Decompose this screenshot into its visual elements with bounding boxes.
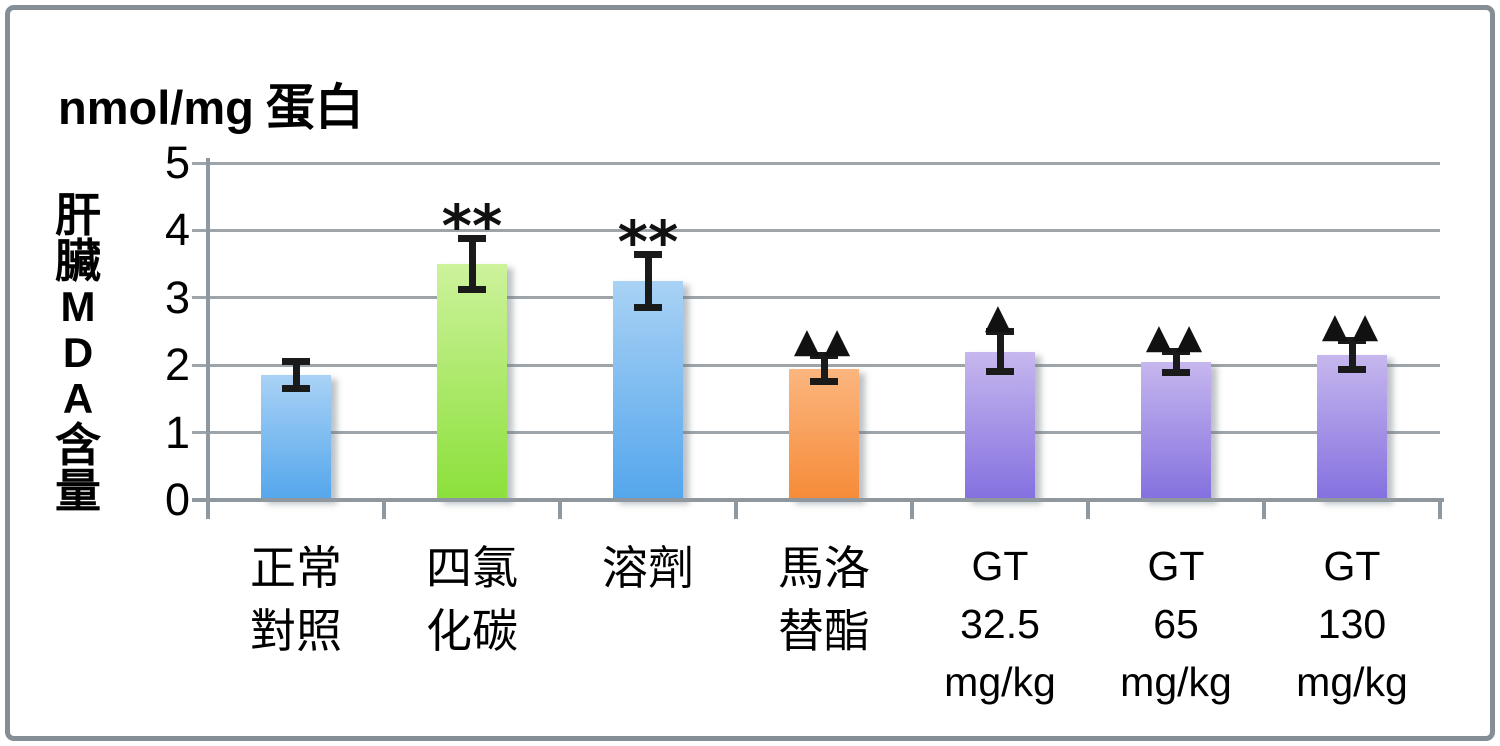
y-axis-title-char: D [62, 329, 94, 376]
error-bar-line [996, 328, 1004, 376]
chart-title-unit: nmol/mg [58, 81, 254, 134]
error-bar-cap-bottom [1162, 368, 1190, 376]
gridline [192, 228, 1440, 232]
category-label-line: mg/kg [1296, 659, 1408, 705]
error-bar-line [468, 235, 476, 294]
y-axis-title-char: M [60, 283, 96, 330]
significance-annotation: ** [617, 207, 679, 276]
y-tick-label: 4 [164, 204, 190, 256]
category-label-6: GT 65 mg/kg [1088, 537, 1264, 711]
error-bar-line [1348, 336, 1356, 374]
category-label-3: 溶劑 [560, 537, 736, 600]
error-bar-line [1172, 347, 1180, 376]
x-axis-tick [558, 500, 562, 519]
error-bar-cap-top [810, 351, 838, 359]
y-axis-line [206, 158, 210, 502]
y-tick-label: 2 [164, 339, 190, 391]
significance-annotation: ▲ [984, 297, 1016, 338]
error-bar-cap-bottom [634, 304, 662, 312]
significance-annotation: ** [441, 192, 503, 261]
category-label-line: 正常 [250, 541, 342, 595]
gridline [192, 296, 1440, 300]
category-label-7: GT 130 mg/kg [1264, 537, 1440, 711]
significance-annotation: ▲▲ [1145, 316, 1207, 357]
bar-7 [1317, 355, 1387, 500]
error-bar-cap-top [282, 358, 310, 366]
category-label-line: 化碳 [426, 604, 518, 658]
error-bar-cap-top [634, 250, 662, 258]
y-axis-title-char: 肝 [55, 188, 101, 242]
category-label-line: GT [971, 543, 1029, 589]
x-axis-tick [910, 500, 914, 519]
chart-title: nmol/mg 蛋白 [58, 68, 364, 139]
error-bar-cap-bottom [986, 368, 1014, 376]
error-bar-cap-top [986, 328, 1014, 336]
gridline [192, 363, 1440, 367]
category-label-line: 32.5 [960, 601, 1040, 647]
x-axis-tick [1438, 500, 1442, 519]
y-axis-title-char: 臟 [55, 234, 101, 288]
bar-6 [1141, 361, 1211, 500]
x-axis-tick [734, 500, 738, 519]
error-bar-line [644, 250, 652, 312]
error-bar-cap-bottom [282, 385, 310, 393]
bar-3 [613, 280, 683, 500]
category-label-line: GT [1323, 543, 1381, 589]
x-axis-tick [1086, 500, 1090, 519]
category-label-line: 四氯 [426, 541, 518, 595]
category-label-2: 四氯 化碳 [384, 537, 560, 663]
category-label-line: 替酯 [778, 604, 870, 658]
significance-annotation: ▲▲ [1321, 305, 1383, 346]
category-label-line: mg/kg [1120, 659, 1232, 705]
x-axis-tick [1262, 500, 1266, 519]
error-bar-line [292, 358, 300, 393]
error-bar-cap-top [1162, 347, 1190, 355]
y-axis-title-char: 含 [55, 418, 101, 472]
error-bar-cap-bottom [1338, 366, 1366, 374]
x-axis-line [192, 498, 1444, 502]
y-tick-label: 1 [164, 406, 190, 458]
category-label-1: 正常 對照 [208, 537, 384, 663]
category-label-line: GT [1147, 543, 1205, 589]
y-tick-label: 0 [164, 474, 190, 525]
y-tick-label: 5 [164, 137, 190, 188]
bar-4 [789, 368, 859, 500]
x-axis-tick [206, 500, 210, 519]
category-label-line: 65 [1153, 601, 1199, 647]
gridline [192, 161, 1440, 165]
error-bar-line [820, 351, 828, 386]
y-tick-label: 3 [164, 271, 190, 323]
significance-annotation: ▲▲ [793, 320, 855, 361]
category-label-4: 馬洛 替酯 [736, 537, 912, 663]
error-bar-cap-bottom [458, 286, 486, 294]
category-label-5: GT 32.5 mg/kg [912, 537, 1088, 711]
category-label-line: mg/kg [944, 659, 1056, 705]
error-bar-cap-top [1338, 336, 1366, 344]
y-axis-title-char: A [62, 375, 94, 422]
bar-5 [965, 351, 1035, 500]
category-label-line: 130 [1317, 601, 1387, 647]
bar-2 [437, 264, 507, 500]
error-bar-cap-top [458, 235, 486, 243]
bar-1 [261, 375, 331, 500]
error-bar-cap-bottom [810, 378, 838, 386]
category-label-line: 溶劑 [602, 541, 694, 595]
y-axis-title-char: 量 [55, 464, 101, 518]
category-label-line: 馬洛 [778, 541, 870, 595]
category-label-line: 對照 [250, 604, 342, 658]
chart-title-cjk: 蛋白 [265, 78, 364, 136]
x-axis-tick [382, 500, 386, 519]
